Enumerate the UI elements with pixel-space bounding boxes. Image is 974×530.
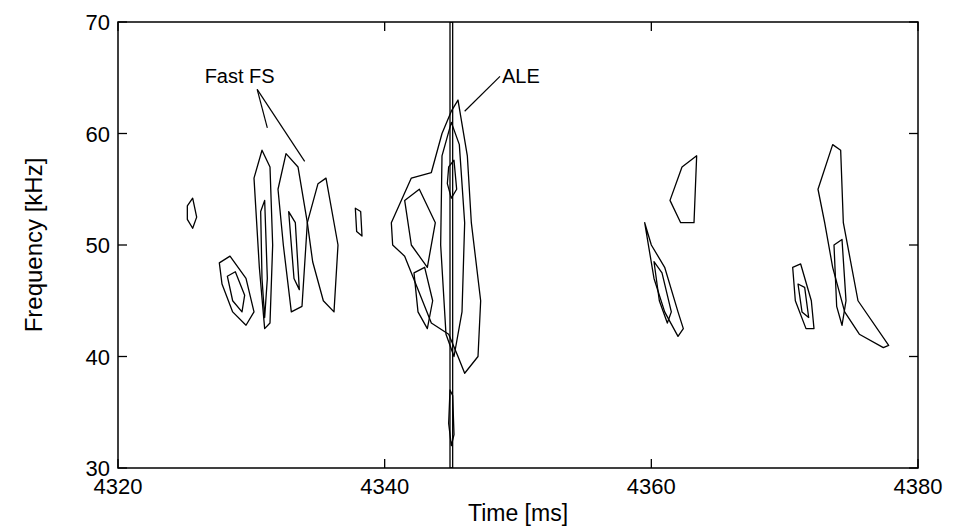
y-tick [118, 21, 127, 22]
y-tick-right [909, 244, 918, 245]
contour [450, 22, 453, 468]
contour [834, 239, 846, 325]
contour [670, 156, 697, 223]
x-tick-top [651, 22, 652, 31]
x-tick-label: 4340 [360, 474, 409, 499]
contour [278, 154, 307, 312]
annotation-leader [257, 89, 267, 128]
contour [227, 272, 244, 312]
y-tick-label: 60 [86, 122, 110, 147]
y-tick-right [909, 21, 918, 22]
x-tick [651, 459, 652, 468]
x-tick-top [384, 22, 385, 31]
contour [289, 212, 300, 290]
x-tick [384, 459, 385, 468]
y-tick [118, 133, 127, 134]
contour [187, 198, 196, 228]
chart: 43204340436043803040506070Time [ms]Frequ… [0, 0, 974, 530]
contour [307, 178, 338, 312]
contour [798, 284, 809, 317]
contour [654, 262, 671, 323]
contour [261, 200, 268, 317]
y-tick-label: 30 [86, 456, 110, 481]
x-tick-label: 4360 [627, 474, 676, 499]
y-tick-right [909, 356, 918, 357]
y-axis-title: Frequency [kHz] [20, 158, 47, 333]
y-tick [118, 467, 127, 468]
contour [645, 223, 684, 337]
contour [414, 267, 433, 328]
y-tick-label: 70 [86, 10, 110, 35]
y-tick-right [909, 133, 918, 134]
contour-group [187, 22, 888, 468]
contour [254, 150, 273, 328]
contour [447, 160, 456, 198]
annotation-leader [465, 76, 500, 111]
y-tick-label: 40 [86, 345, 110, 370]
x-tick-label: 4380 [894, 474, 943, 499]
x-tick [917, 459, 918, 468]
x-axis-title: Time [ms] [468, 500, 568, 526]
contour [793, 264, 814, 329]
x-tick-top [917, 22, 918, 31]
plot-frame [118, 22, 918, 468]
x-tick-top [117, 22, 118, 31]
contour [391, 100, 480, 373]
contour [355, 208, 362, 236]
contour [818, 145, 889, 348]
y-tick [118, 244, 127, 245]
contour [405, 189, 436, 267]
annotation: ALE [502, 65, 540, 87]
x-tick [117, 459, 118, 468]
annotation-leader [257, 89, 304, 161]
y-tick [118, 356, 127, 357]
contour [219, 256, 254, 325]
y-tick-right [909, 467, 918, 468]
annotation: Fast FS [205, 65, 275, 87]
y-tick-label: 50 [86, 233, 110, 258]
